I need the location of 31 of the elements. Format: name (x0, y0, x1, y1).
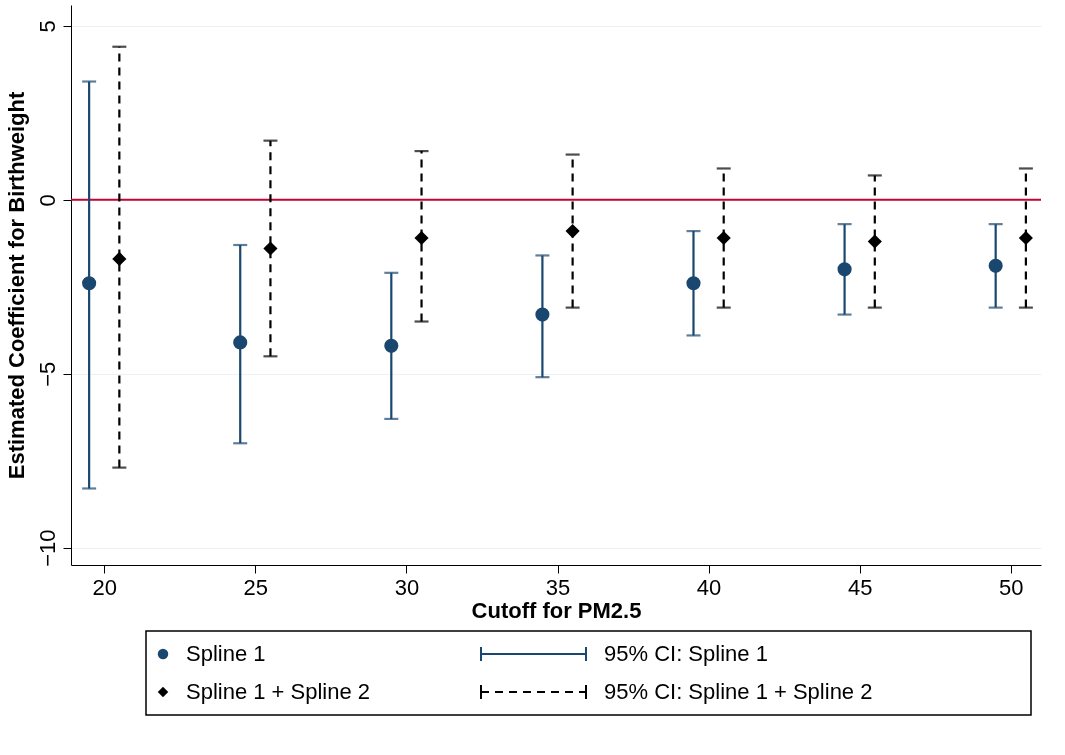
point (82, 276, 97, 291)
point (837, 262, 852, 277)
point (384, 338, 399, 353)
point (565, 224, 580, 239)
point (263, 241, 278, 256)
point (988, 258, 1003, 273)
y-tick-label: 5 (34, 20, 60, 33)
text: 95% CI: Spline 1 (604, 641, 768, 666)
x-tick-label: 40 (696, 574, 722, 600)
text: 95% CI: Spline 1 + Spline 2 (604, 679, 873, 704)
point (112, 251, 127, 266)
y-tick-label: 0 (34, 194, 60, 207)
legend-label: Spline 1 + Spline 2 (186, 679, 371, 704)
point (414, 230, 429, 246)
x-tick-label: 35 (545, 574, 571, 600)
y-tick-label: −10 (34, 529, 60, 567)
x-tick-label: 30 (394, 574, 420, 600)
point (1018, 230, 1033, 246)
legend-label: Spline 1 (186, 641, 266, 666)
x-tick-label: 25 (243, 574, 269, 600)
point (716, 230, 731, 246)
point (867, 234, 882, 249)
point (233, 335, 248, 350)
y-tick-label: −5 (34, 361, 60, 387)
point (535, 307, 550, 322)
x-axis-title: Cutoff for PM2.5 (471, 597, 642, 623)
x-tick-label: 50 (999, 574, 1024, 600)
y-axis-title: Estimated Coefficient for Birthweight (3, 91, 29, 480)
x-tick-label: 20 (92, 574, 117, 600)
point (686, 276, 701, 291)
x-tick-label: 45 (847, 574, 873, 600)
